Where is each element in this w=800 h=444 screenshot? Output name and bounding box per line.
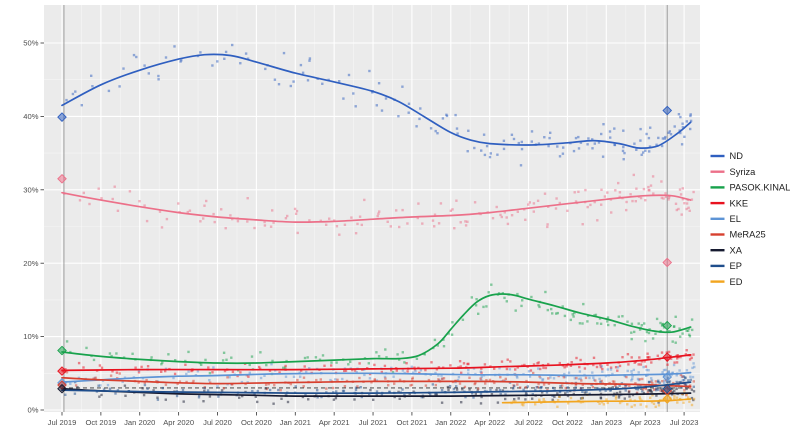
legend-label-MeRA25: MeRA25 xyxy=(730,230,766,240)
svg-text:Jan 2021: Jan 2021 xyxy=(280,418,311,427)
svg-text:40%: 40% xyxy=(23,112,38,121)
legend-entry-EP: EP xyxy=(710,261,742,271)
result-diamond-ND xyxy=(662,105,673,116)
trend-line-EP xyxy=(61,381,692,395)
legend-entry-PASOK.KINAL: PASOK.KINAL xyxy=(710,183,791,193)
legend-entry-KKE: KKE xyxy=(710,198,749,208)
legend-label-EP: EP xyxy=(730,261,742,271)
legend-entry-MeRA25: MeRA25 xyxy=(710,230,766,240)
svg-text:20%: 20% xyxy=(23,259,38,268)
svg-text:Oct 2019: Oct 2019 xyxy=(85,418,116,427)
legend-label-PASOK.KINAL: PASOK.KINAL xyxy=(730,183,791,193)
svg-text:Jan 2023: Jan 2023 xyxy=(591,418,622,427)
svg-text:Jan 2022: Jan 2022 xyxy=(435,418,466,427)
svg-text:Jul 2021: Jul 2021 xyxy=(359,418,388,427)
svg-text:Jul 2023: Jul 2023 xyxy=(670,418,699,427)
y-axis-labels: 0% 10% 20% 30% 40% 50% xyxy=(23,39,38,415)
legend-label-ND: ND xyxy=(730,151,744,161)
legend-entry-EL: EL xyxy=(710,214,741,224)
result-diamond-PASOK.KINAL xyxy=(662,320,673,331)
x-axis-labels: Jul 2019 Oct 2019 Jan 2020 Apr 2020 Jul 2020… xyxy=(48,418,699,427)
result-diamond-Syriza xyxy=(662,257,673,268)
legend-label-XA: XA xyxy=(730,245,743,255)
svg-text:0%: 0% xyxy=(28,406,39,415)
result-diamond-EP xyxy=(662,383,673,394)
legend-entry-XA: XA xyxy=(710,245,743,255)
svg-text:Apr 2020: Apr 2020 xyxy=(163,418,194,427)
trend-line-EL xyxy=(61,371,692,383)
legend-entry-ED: ED xyxy=(710,277,743,287)
result-diamond-ND xyxy=(57,112,67,122)
result-diamond-XA xyxy=(57,383,67,394)
svg-text:10%: 10% xyxy=(23,332,38,341)
svg-text:Apr 2021: Apr 2021 xyxy=(319,418,350,427)
legend-label-KKE: KKE xyxy=(730,198,749,208)
svg-text:30%: 30% xyxy=(23,185,38,194)
legend-entry-Syriza: Syriza xyxy=(710,167,757,177)
svg-text:Jan 2020: Jan 2020 xyxy=(124,418,155,427)
trend-line-MeRA25 xyxy=(61,376,692,388)
trend-line-ED xyxy=(501,398,692,404)
svg-text:50%: 50% xyxy=(23,39,38,48)
legend: ND Syriza PASOK.KINAL KKE EL MeRA25 XA EP ED xyxy=(710,151,791,287)
trend-line-Syriza xyxy=(61,191,692,223)
svg-text:Oct 2022: Oct 2022 xyxy=(552,418,583,427)
svg-text:Oct 2021: Oct 2021 xyxy=(397,418,428,427)
legend-label-EL: EL xyxy=(730,214,741,224)
trend-line-PASOK.KINAL xyxy=(61,293,692,365)
plot-panel xyxy=(44,5,700,412)
result-diamond-EL xyxy=(662,372,673,382)
svg-text:Oct 2020: Oct 2020 xyxy=(241,418,272,427)
axis-ticks xyxy=(40,42,685,416)
result-diamond-ED xyxy=(662,394,673,404)
svg-text:Apr 2023: Apr 2023 xyxy=(630,418,661,427)
svg-text:Jul 2020: Jul 2020 xyxy=(203,418,232,427)
result-diamond-Syriza xyxy=(57,173,67,184)
result-diamond-PASOK.KINAL xyxy=(57,345,67,356)
legend-label-ED: ED xyxy=(730,277,743,287)
svg-text:Jul 2022: Jul 2022 xyxy=(514,418,543,427)
svg-text:Apr 2022: Apr 2022 xyxy=(474,418,505,427)
grid-major xyxy=(44,5,700,412)
legend-label-Syriza: Syriza xyxy=(730,167,757,177)
result-diamond-KKE xyxy=(662,352,673,362)
scatter-Syriza xyxy=(63,173,695,236)
trend-line-KKE xyxy=(61,354,692,372)
svg-text:Jul 2019: Jul 2019 xyxy=(48,418,77,427)
legend-entry-ND: ND xyxy=(710,151,744,161)
result-diamond-KKE xyxy=(57,366,67,376)
trend-line-ND xyxy=(61,53,692,149)
